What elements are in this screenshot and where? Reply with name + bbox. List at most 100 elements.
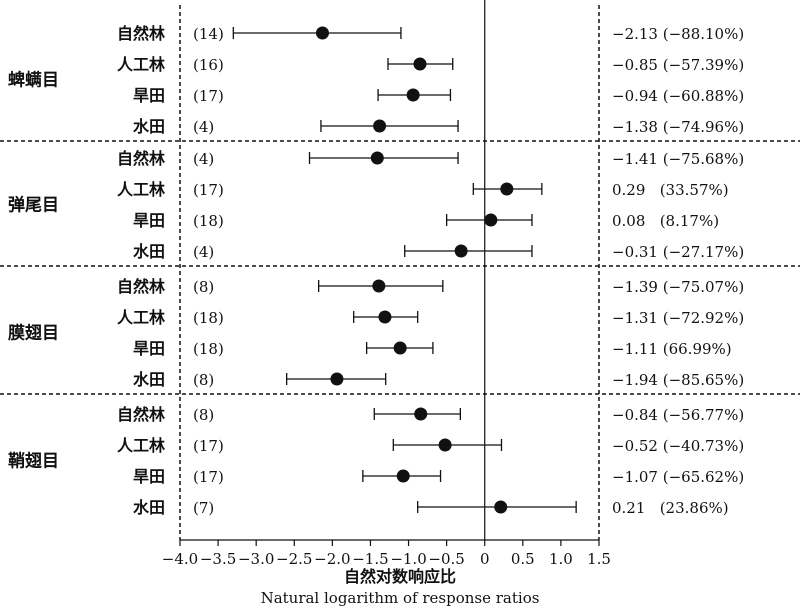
x-tick-label: −1.5: [352, 550, 388, 568]
row-sample-size: (18): [193, 212, 224, 230]
effect-point: [370, 151, 384, 165]
row-habitat-label: 自然林: [117, 149, 165, 168]
x-axis-ticks: −4.0 −3.5 −3.0 −2.5 −2.0 −1.5 −1.0 −0.5 0 0.5 1.0 1…: [162, 540, 611, 568]
forest-row: 自然林 (4) −1.41 (−75.68%): [117, 149, 744, 168]
x-tick-label: −1.0: [390, 550, 426, 568]
row-habitat-label: 人工林: [117, 55, 165, 74]
forest-row: 人工林 (18) −1.31 (−72.92%): [117, 308, 744, 327]
effect-point: [438, 438, 452, 452]
forest-row: 水田 (8) −1.94 (−85.65%): [133, 370, 744, 389]
row-habitat-label: 旱田: [133, 467, 165, 486]
forest-row: 水田 (4) −1.38 (−74.96%): [133, 117, 744, 136]
effect-point: [396, 469, 410, 483]
forest-row: 旱田 (18) 0.08 (8.17%): [133, 211, 719, 230]
group-label: 蜱螨目: [8, 70, 59, 91]
row-effect-text: −1.94 (−85.65%): [612, 371, 744, 389]
forest-row: 自然林 (8) −1.39 (−75.07%): [117, 277, 744, 296]
forest-row: 自然林 (8) −0.84 (−56.77%): [117, 405, 744, 424]
row-habitat-label: 自然林: [117, 277, 165, 296]
effect-point: [413, 57, 427, 71]
forest-row: 自然林 (14) −2.13 (−88.10%): [117, 24, 744, 43]
effect-point: [494, 500, 508, 514]
row-habitat-label: 水田: [133, 370, 165, 389]
row-sample-size: (8): [193, 371, 214, 389]
x-tick-label: 0.5: [511, 550, 535, 568]
x-tick-label: 1.5: [587, 550, 611, 568]
row-effect-text: −0.85 (−57.39%): [612, 56, 744, 74]
forest-row: 人工林 (16) −0.85 (−57.39%): [117, 55, 744, 74]
row-habitat-label: 自然林: [117, 405, 165, 424]
effect-point: [454, 244, 468, 258]
x-tick-label: −3.5: [200, 550, 236, 568]
effect-point: [378, 310, 392, 324]
group-separators: [0, 140, 800, 395]
row-sample-size: (17): [193, 437, 224, 455]
row-habitat-label: 人工林: [117, 180, 165, 199]
row-effect-text: −0.52 (−40.73%): [612, 437, 744, 455]
row-sample-size: (8): [193, 278, 214, 296]
row-sample-size: (17): [193, 87, 224, 105]
row-habitat-label: 自然林: [117, 24, 165, 43]
row-sample-size: (18): [193, 309, 224, 327]
effect-point: [372, 279, 386, 293]
row-effect-text: −0.94 (−60.88%): [612, 87, 744, 105]
row-effect-text: 0.08 (8.17%): [612, 212, 719, 230]
row-sample-size: (16): [193, 56, 224, 74]
forest-row: 人工林 (17) −0.52 (−40.73%): [117, 436, 744, 455]
row-habitat-label: 旱田: [133, 86, 165, 105]
row-habitat-label: 水田: [133, 242, 165, 261]
x-tick-label: −2.0: [314, 550, 350, 568]
row-habitat-label: 旱田: [133, 211, 165, 230]
effect-point: [484, 213, 498, 227]
row-effect-text: −1.39 (−75.07%): [612, 278, 744, 296]
row-effect-text: −1.11 (66.99%): [612, 340, 732, 358]
forest-row: 旱田 (17) −0.94 (−60.88%): [133, 86, 744, 105]
effect-point: [373, 119, 387, 133]
effect-point: [500, 182, 514, 196]
row-sample-size: (17): [193, 468, 224, 486]
group-label: 鞘翅目: [8, 451, 59, 472]
forest-row: 旱田 (18) −1.11 (66.99%): [133, 339, 732, 358]
group-label: 膜翅目: [8, 323, 59, 344]
effect-point: [406, 88, 420, 102]
row-effect-text: −1.41 (−75.68%): [612, 150, 744, 168]
x-tick-label: −0.5: [428, 550, 464, 568]
x-tick-label: 1.0: [549, 550, 573, 568]
x-tick-label: 0: [480, 550, 490, 568]
row-sample-size: (4): [193, 118, 214, 136]
row-sample-size: (7): [193, 499, 214, 517]
effect-point: [330, 372, 344, 386]
row-habitat-label: 人工林: [117, 436, 165, 455]
forest-row: 水田 (4) −0.31 (−27.17%): [133, 242, 744, 261]
row-effect-text: −1.07 (−65.62%): [612, 468, 744, 486]
row-effect-text: −0.84 (−56.77%): [612, 406, 744, 424]
row-sample-size: (8): [193, 406, 214, 424]
row-effect-text: −1.38 (−74.96%): [612, 118, 744, 136]
x-tick-label: −2.5: [276, 550, 312, 568]
effect-point: [393, 341, 407, 355]
effect-point: [414, 407, 428, 421]
row-sample-size: (17): [193, 181, 224, 199]
effect-point: [315, 26, 329, 40]
row-habitat-label: 旱田: [133, 339, 165, 358]
row-sample-size: (18): [193, 340, 224, 358]
group-label: 弹尾目: [8, 195, 59, 216]
row-habitat-label: 水田: [133, 117, 165, 136]
row-sample-size: (4): [193, 150, 214, 168]
row-habitat-label: 人工林: [117, 308, 165, 327]
forest-row: 人工林 (17) 0.29 (33.57%): [117, 180, 729, 199]
row-sample-size: (4): [193, 243, 214, 261]
x-axis-title: 自然对数响应比: [344, 567, 456, 586]
x-tick-label: −4.0: [162, 550, 198, 568]
x-tick-label: −3.0: [238, 550, 274, 568]
row-sample-size: (14): [193, 25, 224, 43]
forest-row: 旱田 (17) −1.07 (−65.62%): [133, 467, 744, 486]
row-effect-text: 0.29 (33.57%): [612, 181, 729, 199]
row-habitat-label: 水田: [133, 498, 165, 517]
forest-row: 水田 (7) 0.21 (23.86%): [133, 498, 729, 517]
row-effect-text: 0.21 (23.86%): [612, 499, 729, 517]
row-effect-text: −0.31 (−27.17%): [612, 243, 744, 261]
row-effect-text: −1.31 (−72.92%): [612, 309, 744, 327]
